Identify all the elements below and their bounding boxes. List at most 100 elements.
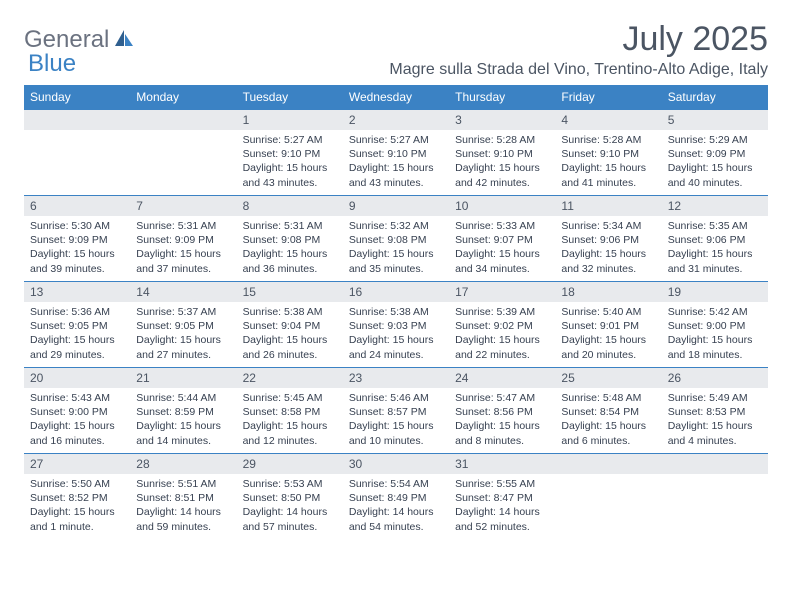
day-cell: 15Sunrise: 5:38 AMSunset: 9:04 PMDayligh… (237, 282, 343, 368)
sunrise-text: Sunrise: 5:27 AM (349, 133, 443, 147)
sunset-text: Sunset: 9:10 PM (243, 147, 337, 161)
day-body: Sunrise: 5:51 AMSunset: 8:51 PMDaylight:… (130, 474, 236, 537)
day-cell: 18Sunrise: 5:40 AMSunset: 9:01 PMDayligh… (555, 282, 661, 368)
empty-day-num (24, 110, 130, 130)
day-number: 3 (449, 110, 555, 130)
day-body: Sunrise: 5:30 AMSunset: 9:09 PMDaylight:… (24, 216, 130, 279)
daylight-text: Daylight: 14 hours (349, 505, 443, 519)
sunset-text: Sunset: 8:51 PM (136, 491, 230, 505)
sunset-text: Sunset: 9:02 PM (455, 319, 549, 333)
day-cell (24, 110, 130, 196)
day-cell: 22Sunrise: 5:45 AMSunset: 8:58 PMDayligh… (237, 368, 343, 454)
daylight-text: and 43 minutes. (349, 176, 443, 190)
sunset-text: Sunset: 9:01 PM (561, 319, 655, 333)
daylight-text: Daylight: 15 hours (561, 161, 655, 175)
day-number: 29 (237, 454, 343, 474)
sunrise-text: Sunrise: 5:38 AM (349, 305, 443, 319)
daylight-text: Daylight: 15 hours (30, 505, 124, 519)
sunset-text: Sunset: 8:50 PM (243, 491, 337, 505)
day-cell: 30Sunrise: 5:54 AMSunset: 8:49 PMDayligh… (343, 454, 449, 540)
daylight-text: and 29 minutes. (30, 348, 124, 362)
sunrise-text: Sunrise: 5:30 AM (30, 219, 124, 233)
day-cell: 20Sunrise: 5:43 AMSunset: 9:00 PMDayligh… (24, 368, 130, 454)
calendar-body: 1Sunrise: 5:27 AMSunset: 9:10 PMDaylight… (24, 110, 768, 540)
daylight-text: Daylight: 15 hours (668, 247, 762, 261)
empty-day-num (555, 454, 661, 474)
day-number: 14 (130, 282, 236, 302)
daylight-text: Daylight: 15 hours (455, 247, 549, 261)
day-number: 26 (662, 368, 768, 388)
week-row: 20Sunrise: 5:43 AMSunset: 9:00 PMDayligh… (24, 368, 768, 454)
day-body: Sunrise: 5:37 AMSunset: 9:05 PMDaylight:… (130, 302, 236, 365)
daylight-text: and 1 minute. (30, 520, 124, 534)
day-body: Sunrise: 5:42 AMSunset: 9:00 PMDaylight:… (662, 302, 768, 365)
day-body: Sunrise: 5:45 AMSunset: 8:58 PMDaylight:… (237, 388, 343, 451)
day-cell: 16Sunrise: 5:38 AMSunset: 9:03 PMDayligh… (343, 282, 449, 368)
day-header-thu: Thursday (449, 85, 555, 110)
daylight-text: and 43 minutes. (243, 176, 337, 190)
sunset-text: Sunset: 8:47 PM (455, 491, 549, 505)
day-body: Sunrise: 5:38 AMSunset: 9:03 PMDaylight:… (343, 302, 449, 365)
day-number: 10 (449, 196, 555, 216)
day-cell: 31Sunrise: 5:55 AMSunset: 8:47 PMDayligh… (449, 454, 555, 540)
day-cell: 27Sunrise: 5:50 AMSunset: 8:52 PMDayligh… (24, 454, 130, 540)
daylight-text: and 10 minutes. (349, 434, 443, 448)
daylight-text: Daylight: 15 hours (349, 161, 443, 175)
daylight-text: Daylight: 15 hours (561, 247, 655, 261)
day-number: 7 (130, 196, 236, 216)
day-number: 21 (130, 368, 236, 388)
sunrise-text: Sunrise: 5:28 AM (561, 133, 655, 147)
daylight-text: and 34 minutes. (455, 262, 549, 276)
sunrise-text: Sunrise: 5:33 AM (455, 219, 549, 233)
sunset-text: Sunset: 8:54 PM (561, 405, 655, 419)
day-body: Sunrise: 5:54 AMSunset: 8:49 PMDaylight:… (343, 474, 449, 537)
day-cell (130, 110, 236, 196)
daylight-text: and 27 minutes. (136, 348, 230, 362)
daylight-text: and 16 minutes. (30, 434, 124, 448)
day-number: 12 (662, 196, 768, 216)
sunrise-text: Sunrise: 5:49 AM (668, 391, 762, 405)
day-cell: 8Sunrise: 5:31 AMSunset: 9:08 PMDaylight… (237, 196, 343, 282)
sunrise-text: Sunrise: 5:53 AM (243, 477, 337, 491)
day-body: Sunrise: 5:29 AMSunset: 9:09 PMDaylight:… (662, 130, 768, 193)
day-body: Sunrise: 5:31 AMSunset: 9:09 PMDaylight:… (130, 216, 236, 279)
day-body: Sunrise: 5:33 AMSunset: 9:07 PMDaylight:… (449, 216, 555, 279)
sunset-text: Sunset: 8:52 PM (30, 491, 124, 505)
sunset-text: Sunset: 9:09 PM (668, 147, 762, 161)
sunrise-text: Sunrise: 5:40 AM (561, 305, 655, 319)
daylight-text: and 35 minutes. (349, 262, 443, 276)
title-block: July 2025 Magre sulla Strada del Vino, T… (389, 20, 768, 79)
sunset-text: Sunset: 9:10 PM (349, 147, 443, 161)
sunrise-text: Sunrise: 5:51 AM (136, 477, 230, 491)
sunset-text: Sunset: 8:49 PM (349, 491, 443, 505)
sunset-text: Sunset: 9:10 PM (561, 147, 655, 161)
sunset-text: Sunset: 8:53 PM (668, 405, 762, 419)
day-number: 25 (555, 368, 661, 388)
week-row: 1Sunrise: 5:27 AMSunset: 9:10 PMDaylight… (24, 110, 768, 196)
daylight-text: Daylight: 15 hours (668, 333, 762, 347)
day-header-sat: Saturday (662, 85, 768, 110)
day-number: 16 (343, 282, 449, 302)
sunrise-text: Sunrise: 5:28 AM (455, 133, 549, 147)
day-body: Sunrise: 5:27 AMSunset: 9:10 PMDaylight:… (237, 130, 343, 193)
day-body: Sunrise: 5:43 AMSunset: 9:00 PMDaylight:… (24, 388, 130, 451)
day-body: Sunrise: 5:39 AMSunset: 9:02 PMDaylight:… (449, 302, 555, 365)
sunset-text: Sunset: 9:07 PM (455, 233, 549, 247)
sunset-text: Sunset: 8:58 PM (243, 405, 337, 419)
day-cell: 19Sunrise: 5:42 AMSunset: 9:00 PMDayligh… (662, 282, 768, 368)
sunrise-text: Sunrise: 5:36 AM (30, 305, 124, 319)
day-number: 5 (662, 110, 768, 130)
logo-text-blue: Blue (28, 50, 76, 77)
day-cell: 3Sunrise: 5:28 AMSunset: 9:10 PMDaylight… (449, 110, 555, 196)
day-number: 8 (237, 196, 343, 216)
day-body: Sunrise: 5:47 AMSunset: 8:56 PMDaylight:… (449, 388, 555, 451)
daylight-text: and 26 minutes. (243, 348, 337, 362)
empty-day-num (662, 454, 768, 474)
day-number: 17 (449, 282, 555, 302)
day-body: Sunrise: 5:34 AMSunset: 9:06 PMDaylight:… (555, 216, 661, 279)
sunset-text: Sunset: 9:03 PM (349, 319, 443, 333)
daylight-text: Daylight: 15 hours (136, 247, 230, 261)
daylight-text: Daylight: 15 hours (243, 161, 337, 175)
day-number: 18 (555, 282, 661, 302)
sunset-text: Sunset: 9:10 PM (455, 147, 549, 161)
